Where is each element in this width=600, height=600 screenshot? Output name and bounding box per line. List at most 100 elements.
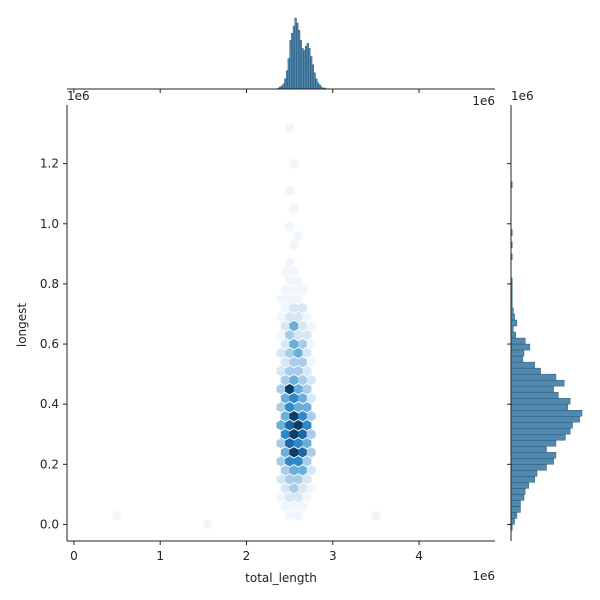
hexbin-cell: [276, 383, 286, 395]
axes: 0 1 2 3 4 0.0 0.2 0.4 0.6 0.8 1.0 1.2: [40, 88, 512, 563]
right-hist-bar: [510, 470, 538, 477]
hexbin-cell: [289, 284, 299, 296]
hexbin-cell: [293, 365, 303, 377]
hexbin-cell: [285, 438, 295, 449]
hexbin-cell: [285, 420, 295, 431]
hexbin-cell: [302, 401, 312, 413]
top-hist-bar: [291, 33, 294, 90]
hexbin-cell: [280, 483, 290, 494]
hexbin-layer: [112, 122, 381, 530]
top-hist-bar: [318, 84, 321, 90]
hexbin-cell: [289, 356, 299, 368]
hexbin-cell: [280, 302, 290, 314]
right-hist-bar: [510, 482, 529, 489]
hexbin-cell: [285, 275, 295, 287]
hexbin-cell: [298, 392, 308, 404]
hexbin-cell: [203, 519, 213, 530]
hexbin-cell: [302, 365, 312, 377]
hexbin-cell: [302, 438, 312, 449]
hexbin-cell: [293, 347, 303, 359]
hexbin-cell: [293, 311, 303, 323]
y-tick-label: 0.4: [40, 397, 59, 411]
hexbin-cell: [289, 266, 299, 278]
y-offset-label-main: 1e6: [67, 89, 90, 103]
hexbin-cell: [289, 429, 299, 440]
top-hist-bar: [285, 70, 289, 90]
hexbin-cell: [289, 239, 299, 251]
hexbin-cell: [293, 230, 303, 241]
hexbin-cell: [298, 356, 308, 368]
hexbin-cell: [293, 474, 303, 485]
right-hist-bar: [510, 379, 565, 387]
hexbin-cell: [280, 392, 290, 404]
hexbin-cell: [306, 465, 316, 476]
hexbin-cell: [280, 501, 290, 512]
right-hist-bar: [510, 391, 559, 399]
top-hist-bar: [282, 83, 285, 90]
right-hist-bar: [510, 361, 535, 369]
top-histogram: [277, 17, 327, 90]
hexbin-cell: [280, 411, 290, 422]
top-hist-bar: [292, 25, 296, 90]
top-hist-bar: [310, 56, 313, 90]
y-axis-label: longest: [15, 303, 29, 348]
hexbin-cell: [280, 320, 290, 332]
hexbin-cell: [276, 329, 286, 341]
hexbin-cell: [302, 420, 312, 431]
hexbin-cell: [280, 284, 290, 296]
right-hist-bar: [510, 488, 526, 495]
right-hist-bar: [510, 518, 515, 525]
hexbin-cell: [302, 311, 312, 323]
top-hist-bar: [296, 22, 299, 90]
hexbin-cell: [302, 383, 312, 395]
hexbin-cell: [289, 501, 299, 512]
hexbin-cell: [298, 338, 308, 350]
hexbin-cell: [298, 483, 308, 494]
top-hist-bar: [317, 82, 320, 90]
hexbin-cell: [306, 374, 316, 386]
right-hist-bar: [510, 385, 554, 393]
x-offset-label-main: 1e6: [472, 569, 495, 583]
x-tick-label: 1: [156, 549, 164, 563]
hexbin-cell: [276, 492, 286, 503]
x-tick-label: 2: [243, 549, 251, 563]
hexbin-cell: [293, 510, 303, 521]
hexbin-cell: [276, 438, 286, 449]
right-hist-bar: [510, 397, 571, 405]
hexbin-cell: [276, 474, 286, 485]
hexbin-cell: [293, 383, 303, 395]
hexbin-cell: [285, 510, 295, 521]
hexbin-cell: [293, 329, 303, 341]
right-hist-bar: [510, 428, 571, 435]
top-hist-bar: [304, 46, 308, 90]
right-hist-bar: [510, 319, 518, 327]
right-hist-bar: [510, 440, 557, 447]
right-hist-bar: [510, 313, 515, 321]
hexbin-cell: [289, 320, 299, 332]
y-tick-label: 0.2: [40, 457, 59, 471]
hexbin-cell: [306, 392, 316, 404]
hexbin-cell: [285, 329, 295, 341]
top-hist-bar: [303, 50, 306, 90]
hexbin-cell: [276, 456, 286, 467]
hexbin-cell: [293, 456, 303, 467]
hexbin-cell: [293, 275, 303, 287]
hexbin-cell: [302, 329, 312, 341]
hexbin-cell: [280, 374, 290, 386]
hexbin-cell: [306, 483, 316, 494]
hexbin-cell: [302, 347, 312, 359]
hexbin-cell: [298, 284, 308, 296]
hexbin-cell: [285, 311, 295, 323]
hexbin-cell: [276, 311, 286, 323]
hexbin-cell: [280, 356, 290, 368]
right-hist-bar: [510, 367, 541, 375]
hexbin-cell: [293, 293, 303, 305]
hexbin-cell: [285, 365, 295, 377]
hexbin-cell: [289, 392, 299, 404]
hexbin-cell: [371, 510, 381, 521]
hexbin-cell: [306, 338, 316, 350]
hexbin-cell: [289, 447, 299, 458]
y-offset-label-right: 1e6: [511, 89, 534, 103]
hexbin-cell: [306, 429, 316, 440]
